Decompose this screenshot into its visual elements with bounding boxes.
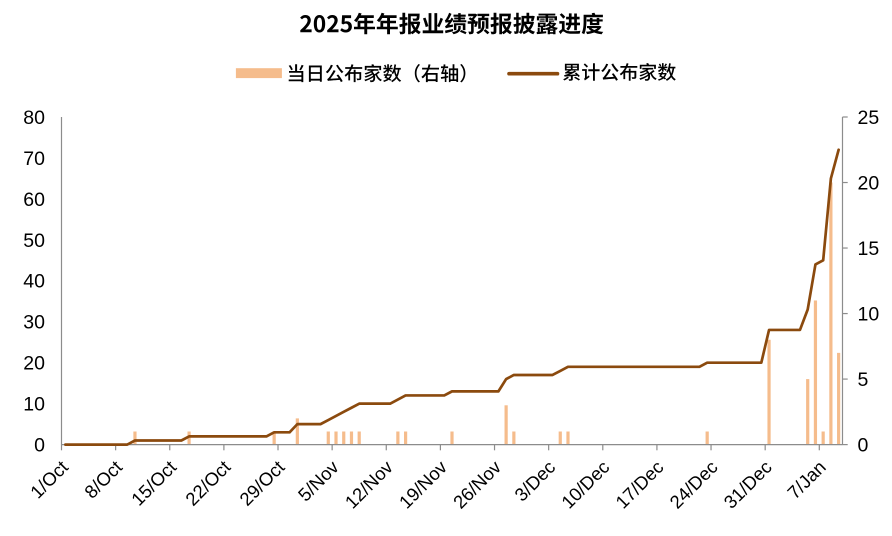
svg-text:40: 40 [23, 271, 45, 293]
svg-text:20: 20 [858, 172, 880, 194]
svg-text:30: 30 [23, 312, 45, 334]
svg-text:10: 10 [23, 394, 45, 416]
svg-text:50: 50 [23, 230, 45, 252]
svg-text:15: 15 [858, 238, 880, 260]
svg-text:10: 10 [858, 303, 880, 325]
svg-text:0: 0 [34, 435, 45, 457]
svg-text:60: 60 [23, 189, 45, 211]
svg-text:20: 20 [23, 353, 45, 375]
svg-text:80: 80 [23, 107, 45, 129]
svg-text:70: 70 [23, 148, 45, 170]
svg-text:5: 5 [858, 369, 869, 391]
svg-text:0: 0 [858, 435, 869, 457]
svg-text:25: 25 [858, 107, 880, 129]
